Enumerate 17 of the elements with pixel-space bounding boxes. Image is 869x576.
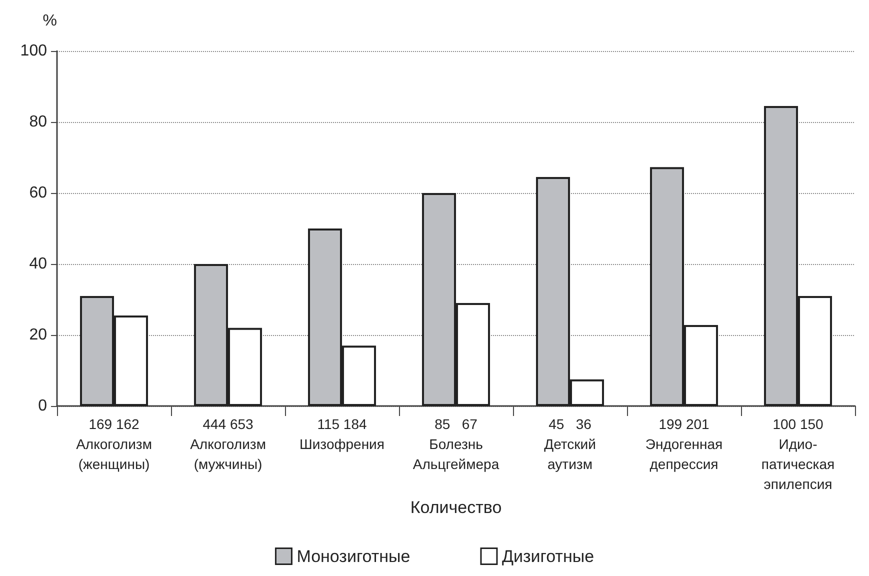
x-tick-label: 45 36 Детский аутизм [544, 416, 596, 472]
x-tick-label: 115 184 Шизофрения [300, 416, 384, 452]
x-axis-title: Количество [410, 498, 502, 517]
x-tick-label: 169 162 Алкоголизм (женщины) [76, 416, 152, 472]
x-tick-label: 85 67 Болезнь Альцгеймера [412, 416, 500, 472]
y-tick-label: 40 [29, 256, 48, 272]
x-tick-label: 444 653 Алкоголизм (мужчины) [190, 416, 266, 472]
legend-label: Монозиготные [296, 546, 410, 566]
x-tick-label: 199 201 Эндогенная депрессия [645, 416, 723, 472]
x-tick-label: 100 150 Идио- патическая эпилепсия [761, 416, 835, 492]
y-tick-label: 0 [38, 398, 48, 414]
y-tick-label: 60 [29, 184, 48, 202]
y-tick-label: 100 [20, 42, 48, 60]
legend-label: Дизиготные [502, 546, 594, 566]
y-axis-title: % [42, 12, 57, 30]
y-tick-label: 20 [29, 326, 48, 344]
y-tick-label: 80 [29, 114, 48, 130]
